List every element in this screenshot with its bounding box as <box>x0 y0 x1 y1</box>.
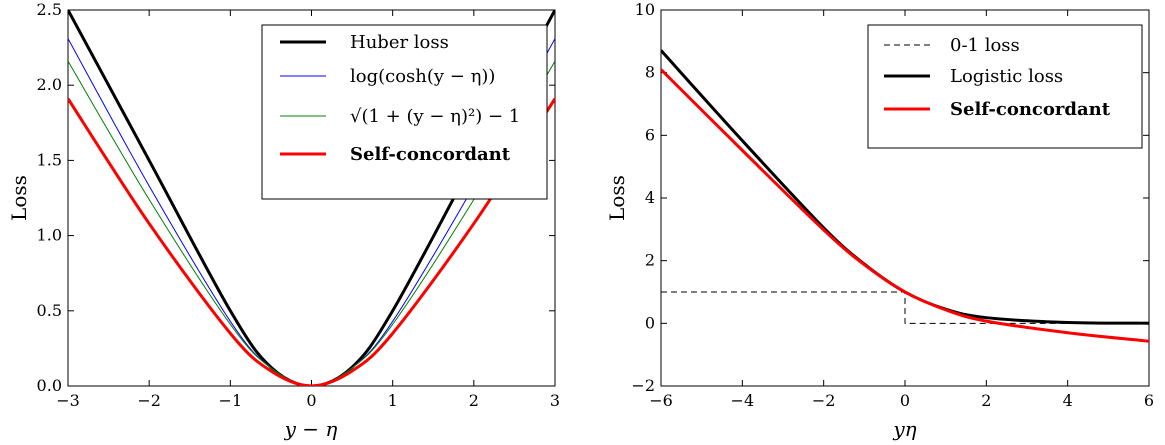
y-tick-label: 1.5 <box>37 150 62 169</box>
legend-label-zero-one: 0-1 loss <box>950 35 1020 56</box>
y-tick-label: 6 <box>645 125 655 144</box>
left-panel-huber-comparison: −3 −2 −1 0 1 2 30.00.51.01.52.02.5 y − η Loss … <box>7 0 560 441</box>
x-tick-label: −1 <box>219 391 243 410</box>
x-tick-label: 0 <box>306 391 316 410</box>
right-ticks: −6 −4 −2 0 2 4 6 −2 0 2 4 6 8 10 <box>631 0 1154 410</box>
x-tick-label: 0 <box>900 391 910 410</box>
y-tick-label: 0.0 <box>37 376 62 395</box>
x-tick-label: −3 <box>56 391 80 410</box>
y-tick-label: 2.5 <box>37 0 62 19</box>
legend-label-pseudo-huber: √(1 + (y − η)²) − 1 <box>350 106 520 127</box>
y-tick-label: 4 <box>645 188 655 207</box>
y-tick-label: 0 <box>645 313 655 332</box>
legend-label-logistic: Logistic loss <box>950 66 1063 87</box>
y-tick-label: 8 <box>645 63 655 82</box>
y-tick-label: 2 <box>645 251 655 270</box>
x-tick-label: −2 <box>812 391 836 410</box>
legend-label-huber: Huber loss <box>350 32 449 53</box>
legend-label-logcosh: log(cosh(y − η)) <box>350 66 495 87</box>
left-legend-box <box>261 24 548 200</box>
x-tick-label: 3 <box>550 391 560 410</box>
y-tick-label: −2 <box>631 376 655 395</box>
right-legend-box <box>867 24 1143 149</box>
right-legend: 0-1 loss Logistic loss Self-concordant <box>867 24 1143 149</box>
legend-label-self-concordant-left: Self-concordant <box>350 144 511 165</box>
right-y-axis-label: Loss <box>605 175 629 221</box>
x-tick-label: −2 <box>137 391 161 410</box>
x-tick-label: 1 <box>388 391 398 410</box>
x-tick-label: 6 <box>1144 391 1154 410</box>
y-tick-label: 0.5 <box>37 301 62 320</box>
series-line-1-y-1 <box>68 60 555 386</box>
x-tick-label: −6 <box>649 391 673 410</box>
series-line-self-concordant <box>661 68 1149 343</box>
right-series-lines <box>661 49 1149 343</box>
x-tick-label: −4 <box>731 391 755 410</box>
left-x-axis-label: y − η <box>284 417 338 441</box>
y-tick-label: 1.0 <box>37 226 62 245</box>
y-tick-label: 10 <box>635 0 655 19</box>
series-line-self-concordant <box>68 97 555 386</box>
left-legend: Huber loss log(cosh(y − η)) √(1 + (y − η… <box>261 24 548 200</box>
y-tick-label: 2.0 <box>37 75 62 94</box>
legend-label-self-concordant-right: Self-concordant <box>950 99 1111 120</box>
series-line-0-1-loss <box>661 291 1149 324</box>
right-panel-logistic-comparison: −6 −4 −2 0 2 4 6 −2 0 2 4 6 8 10 yη Loss 0-1 loss Log… <box>605 0 1154 441</box>
left-y-axis-label: Loss <box>7 175 31 221</box>
x-tick-label: 2 <box>469 391 479 410</box>
x-tick-label: 2 <box>981 391 991 410</box>
x-tick-label: 4 <box>1063 391 1073 410</box>
right-x-axis-label: yη <box>892 417 916 441</box>
